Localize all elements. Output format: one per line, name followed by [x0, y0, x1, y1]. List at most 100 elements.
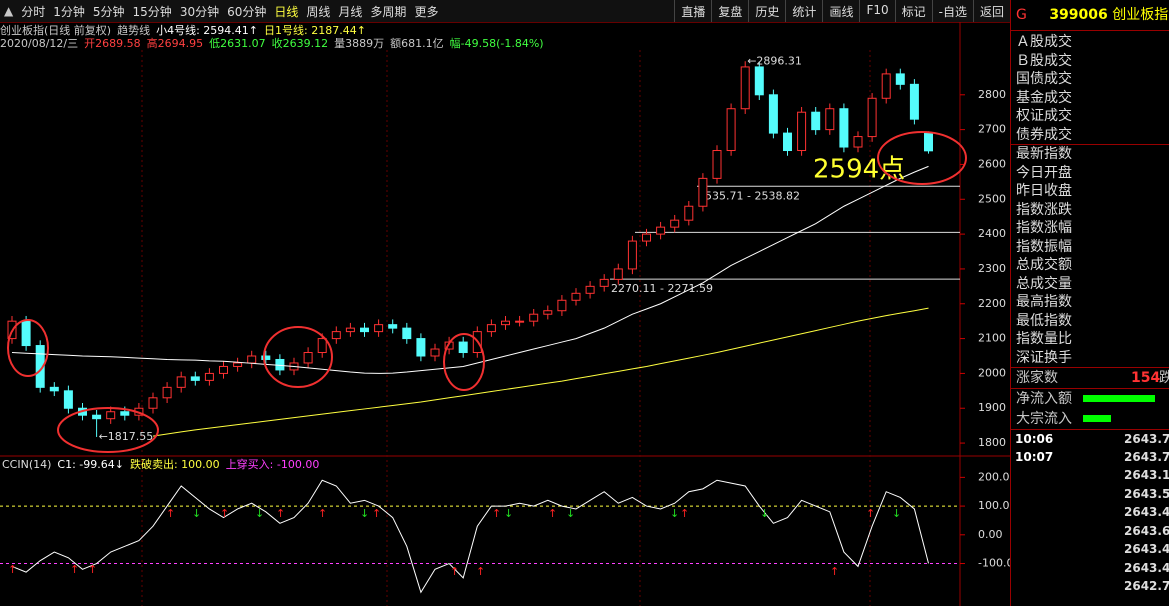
y-tick-label: 2400: [978, 227, 1006, 240]
side-item: 昨日收盘: [1016, 183, 1072, 199]
tick-row: 2643.4: [1011, 540, 1169, 559]
svg-text:↑: ↑: [276, 507, 285, 520]
tick-list: 10:06 2643.7 10:07 2643.7 2643.1 2643.5 2643.4…: [1011, 429, 1169, 596]
tick-row: 10:07 2643.7: [1011, 448, 1169, 466]
tick-row: 2643.1: [1011, 466, 1169, 485]
y-tick-label: 2300: [978, 262, 1006, 275]
tick-row: 10:06 2643.7: [1011, 430, 1169, 448]
button[interactable]: 复盘: [711, 0, 748, 22]
flow-row: 净流入额: [1011, 389, 1169, 409]
svg-text:↓: ↓: [760, 507, 769, 520]
tab[interactable]: 月线: [338, 4, 363, 19]
y-tick-label: 1900: [978, 401, 1006, 414]
candle-body: [92, 414, 102, 420]
button[interactable]: 统计: [785, 0, 822, 22]
svg-text:↑: ↑: [450, 565, 459, 578]
buttons: 直播 复盘 历史 统计 画线 F10 标记 -自选 返回: [674, 0, 1010, 22]
candle-body: [345, 327, 355, 333]
index-name: 创业板指: [1112, 7, 1169, 23]
tab[interactable]: 更多: [414, 4, 439, 19]
candle-body: [190, 376, 200, 381]
side-item: 今日开盘: [1016, 164, 1072, 181]
tab[interactable]: 30分钟: [179, 4, 220, 19]
tick-row: 2642.7: [1011, 577, 1169, 596]
tab[interactable]: 日线: [274, 4, 299, 19]
candle-body: [881, 73, 891, 99]
tick-price: 2643.4: [1124, 505, 1169, 519]
indicator-name: CCIN(14): [2, 458, 51, 471]
side-item: 最新指数: [1011, 144, 1169, 164]
side-item: 指数振幅: [1016, 238, 1072, 255]
tick-price: 2643.4: [1124, 560, 1169, 575]
y-tick-label: 2100: [978, 332, 1006, 345]
tab[interactable]: 5分钟: [92, 4, 125, 19]
candle-body: [63, 390, 73, 409]
candle-body: [486, 324, 496, 333]
candle-body: [317, 338, 327, 354]
candle-body: [501, 320, 510, 326]
svg-text:↑: ↑: [680, 507, 689, 520]
fall-label: 跌: [1159, 370, 1169, 386]
tick-price: 2643.5: [1124, 486, 1169, 501]
tab[interactable]: 周线: [306, 4, 331, 19]
candle-body: [909, 83, 919, 120]
tick-price: 2643.4: [1124, 542, 1169, 556]
candle-body: [726, 108, 736, 152]
side-item: Ｂ股成交: [1016, 52, 1072, 69]
y-tick-label: 1800: [978, 436, 1006, 449]
candle-body: [515, 320, 525, 323]
button[interactable]: -自选: [931, 0, 973, 22]
indicator-label: 跌破卖出: 100.00: [130, 457, 220, 471]
tab[interactable]: 分时: [21, 4, 46, 19]
y-tick-label: 2600: [978, 157, 1006, 170]
info-item: 额681.1亿: [390, 37, 444, 50]
candle-body: [388, 324, 398, 329]
candle-body: [768, 94, 778, 134]
button[interactable]: 直播: [674, 0, 711, 22]
candle-body: [670, 219, 680, 228]
info-item: 小4号线: 2594.41↑: [156, 23, 258, 37]
info-item: 开2689.58: [84, 37, 141, 50]
indicator-label: 上穿买入: -100.00: [226, 457, 320, 471]
tick-row: 2643.6: [1011, 522, 1169, 541]
candle-body: [895, 73, 905, 85]
candle-body: [599, 278, 609, 287]
candle-body: [360, 327, 369, 333]
candle-body: [374, 324, 384, 333]
candle-body: [303, 352, 313, 364]
tab[interactable]: 1分钟: [53, 4, 85, 19]
candle-body: [247, 355, 257, 364]
side-item: 最低指数: [1016, 312, 1072, 329]
candle-body: [839, 108, 849, 148]
tab[interactable]: 15分钟: [132, 4, 172, 19]
candle-body: [402, 327, 412, 340]
tick-price: 2643.7: [1124, 450, 1169, 464]
button[interactable]: 历史: [748, 0, 785, 22]
svg-text:↑: ↑: [372, 507, 381, 520]
info-item: 收2639.12: [272, 36, 329, 50]
side-item: 深证换手: [1016, 349, 1072, 366]
y-tick-label: -100.0: [978, 557, 1010, 570]
candle-body: [331, 331, 341, 340]
tab[interactable]: 多周期: [370, 4, 407, 19]
menu-icon[interactable]: ▲: [4, 4, 14, 18]
svg-text:↑: ↑: [88, 563, 97, 576]
side-item: 总成交额: [1016, 257, 1072, 273]
candle-body: [712, 150, 722, 179]
button[interactable]: 返回: [972, 0, 1010, 22]
callout: 2594点: [813, 155, 905, 185]
candle-body: [219, 365, 228, 374]
info-row: 创业板指(日线 前复权) 趋势线 小4号线: 2594.41↑ 日1号线: 2187.…: [0, 23, 366, 37]
svg-text:↑: ↑: [318, 507, 327, 520]
tick-row: 2643.4: [1011, 559, 1169, 578]
tabs: 分时 1分钟 5分钟 15分钟 30分钟 60分钟 日线 周线 月线 多周期 更多: [17, 3, 442, 20]
side-header: G 399006 创业板指: [1011, 0, 1169, 31]
button[interactable]: 标记: [894, 0, 932, 22]
candle-body: [458, 341, 468, 354]
candle-body: [529, 313, 539, 322]
button[interactable]: F10: [859, 0, 894, 22]
tab[interactable]: 60分钟: [227, 4, 267, 19]
button[interactable]: 画线: [822, 0, 859, 22]
side-panel: G 399006 创业板指 Ａ股成交 Ｂ股成交 国债成交 基金成交 权证成交 债券成交 最新…: [1010, 0, 1169, 606]
side-item: 基金成交: [1016, 89, 1072, 106]
